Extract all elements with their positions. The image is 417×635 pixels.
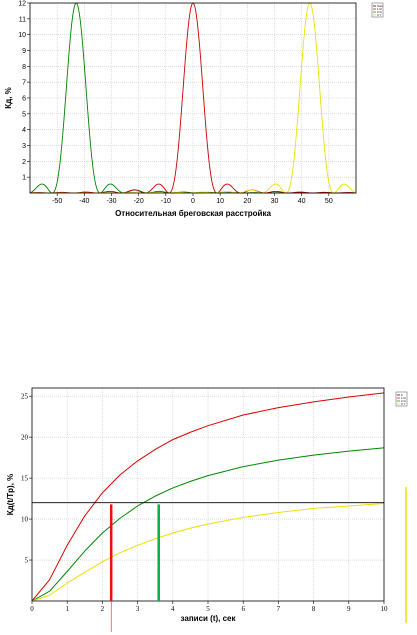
x-tick-label: 1 — [65, 605, 69, 613]
y-tick-label: 10 — [21, 516, 29, 524]
y-tick-label: 20 — [21, 434, 29, 442]
x-tick-label: 9 — [347, 605, 351, 613]
x-axis-label: Относительная бреговская расстройка — [115, 209, 271, 218]
legend-box — [371, 2, 384, 18]
kd-series-line-1 — [31, 392, 385, 602]
bragg-detuning-chart: -50 -40 -30 -20 -10 0 10 20 30 40 5012345678910111… — [4, 1, 384, 219]
x-tick-label: -50 — [52, 198, 62, 205]
kd-time-chart: 0 1 2 3 4 5 6 7 8 9 10 5 10 15 20 25 записи (t), сек Кд(t… — [6, 387, 408, 632]
legend-entry: 2 G — [377, 10, 383, 14]
x-tick-label: 30 — [271, 198, 279, 205]
x-tick-label: 50 — [325, 198, 333, 205]
y-tick-label: 25 — [21, 393, 29, 401]
legend-entry: 3 Y — [401, 402, 405, 406]
y-tick-label: 15 — [21, 475, 29, 483]
legend-entry: 1 R — [377, 7, 383, 11]
y-tick-label: 2 — [22, 159, 26, 166]
x-tick-label: 4 — [171, 605, 175, 613]
kd-series-line-2 — [31, 447, 385, 602]
x-tick-label: -40 — [79, 198, 89, 205]
y-tick-label: 5 — [22, 111, 26, 118]
x-axis-label: записи (t), сек — [181, 614, 237, 623]
legend-entry: 2 G — [401, 399, 407, 403]
x-tick-label: 3 — [136, 605, 140, 613]
x-tick-label: -10 — [161, 198, 171, 205]
y-tick-label: 9 — [22, 48, 26, 55]
y-tick-label: 5 — [25, 557, 29, 565]
y-tick-label: 8 — [22, 64, 26, 71]
x-tick-label: 6 — [241, 605, 245, 613]
x-tick-label: 5 — [206, 605, 210, 613]
y-tick-label: 1 — [22, 175, 26, 182]
legend-entry: Sum — [377, 4, 384, 8]
legend-entry: 1 R — [401, 396, 407, 400]
y-axis-label: Кд, % — [4, 87, 13, 109]
x-tick-label: 20 — [243, 198, 251, 205]
y-tick-label: 10 — [18, 32, 26, 39]
legend-entry: 3 Y — [377, 13, 381, 17]
x-tick-label: 10 — [216, 198, 224, 205]
x-tick-label: 0 — [191, 198, 195, 205]
y-tick-label: 12 — [18, 1, 26, 8]
legend: Σ1 R2 G3 Y — [395, 391, 408, 407]
x-tick-label: 7 — [277, 605, 281, 613]
x-tick-label: 8 — [312, 605, 316, 613]
x-tick-label: 10 — [381, 605, 389, 613]
y-tick-label: 7 — [22, 80, 26, 87]
x-tick-label: 2 — [101, 605, 105, 613]
y-axis-label: Кд(t/Tp), % — [6, 474, 15, 516]
legend-entry: Σ — [401, 393, 403, 397]
y-tick-label: 6 — [22, 96, 26, 103]
y-tick-label: 3 — [22, 143, 26, 150]
x-tick-label: -30 — [106, 198, 116, 205]
x-tick-label: 40 — [298, 198, 306, 205]
legend-box — [395, 391, 408, 407]
kd-series-line-3 — [31, 503, 385, 602]
y-tick-label: 11 — [19, 16, 26, 23]
x-tick-label: 0 — [30, 605, 34, 613]
x-tick-label: -20 — [134, 198, 144, 205]
y-tick-label: 4 — [22, 127, 26, 134]
